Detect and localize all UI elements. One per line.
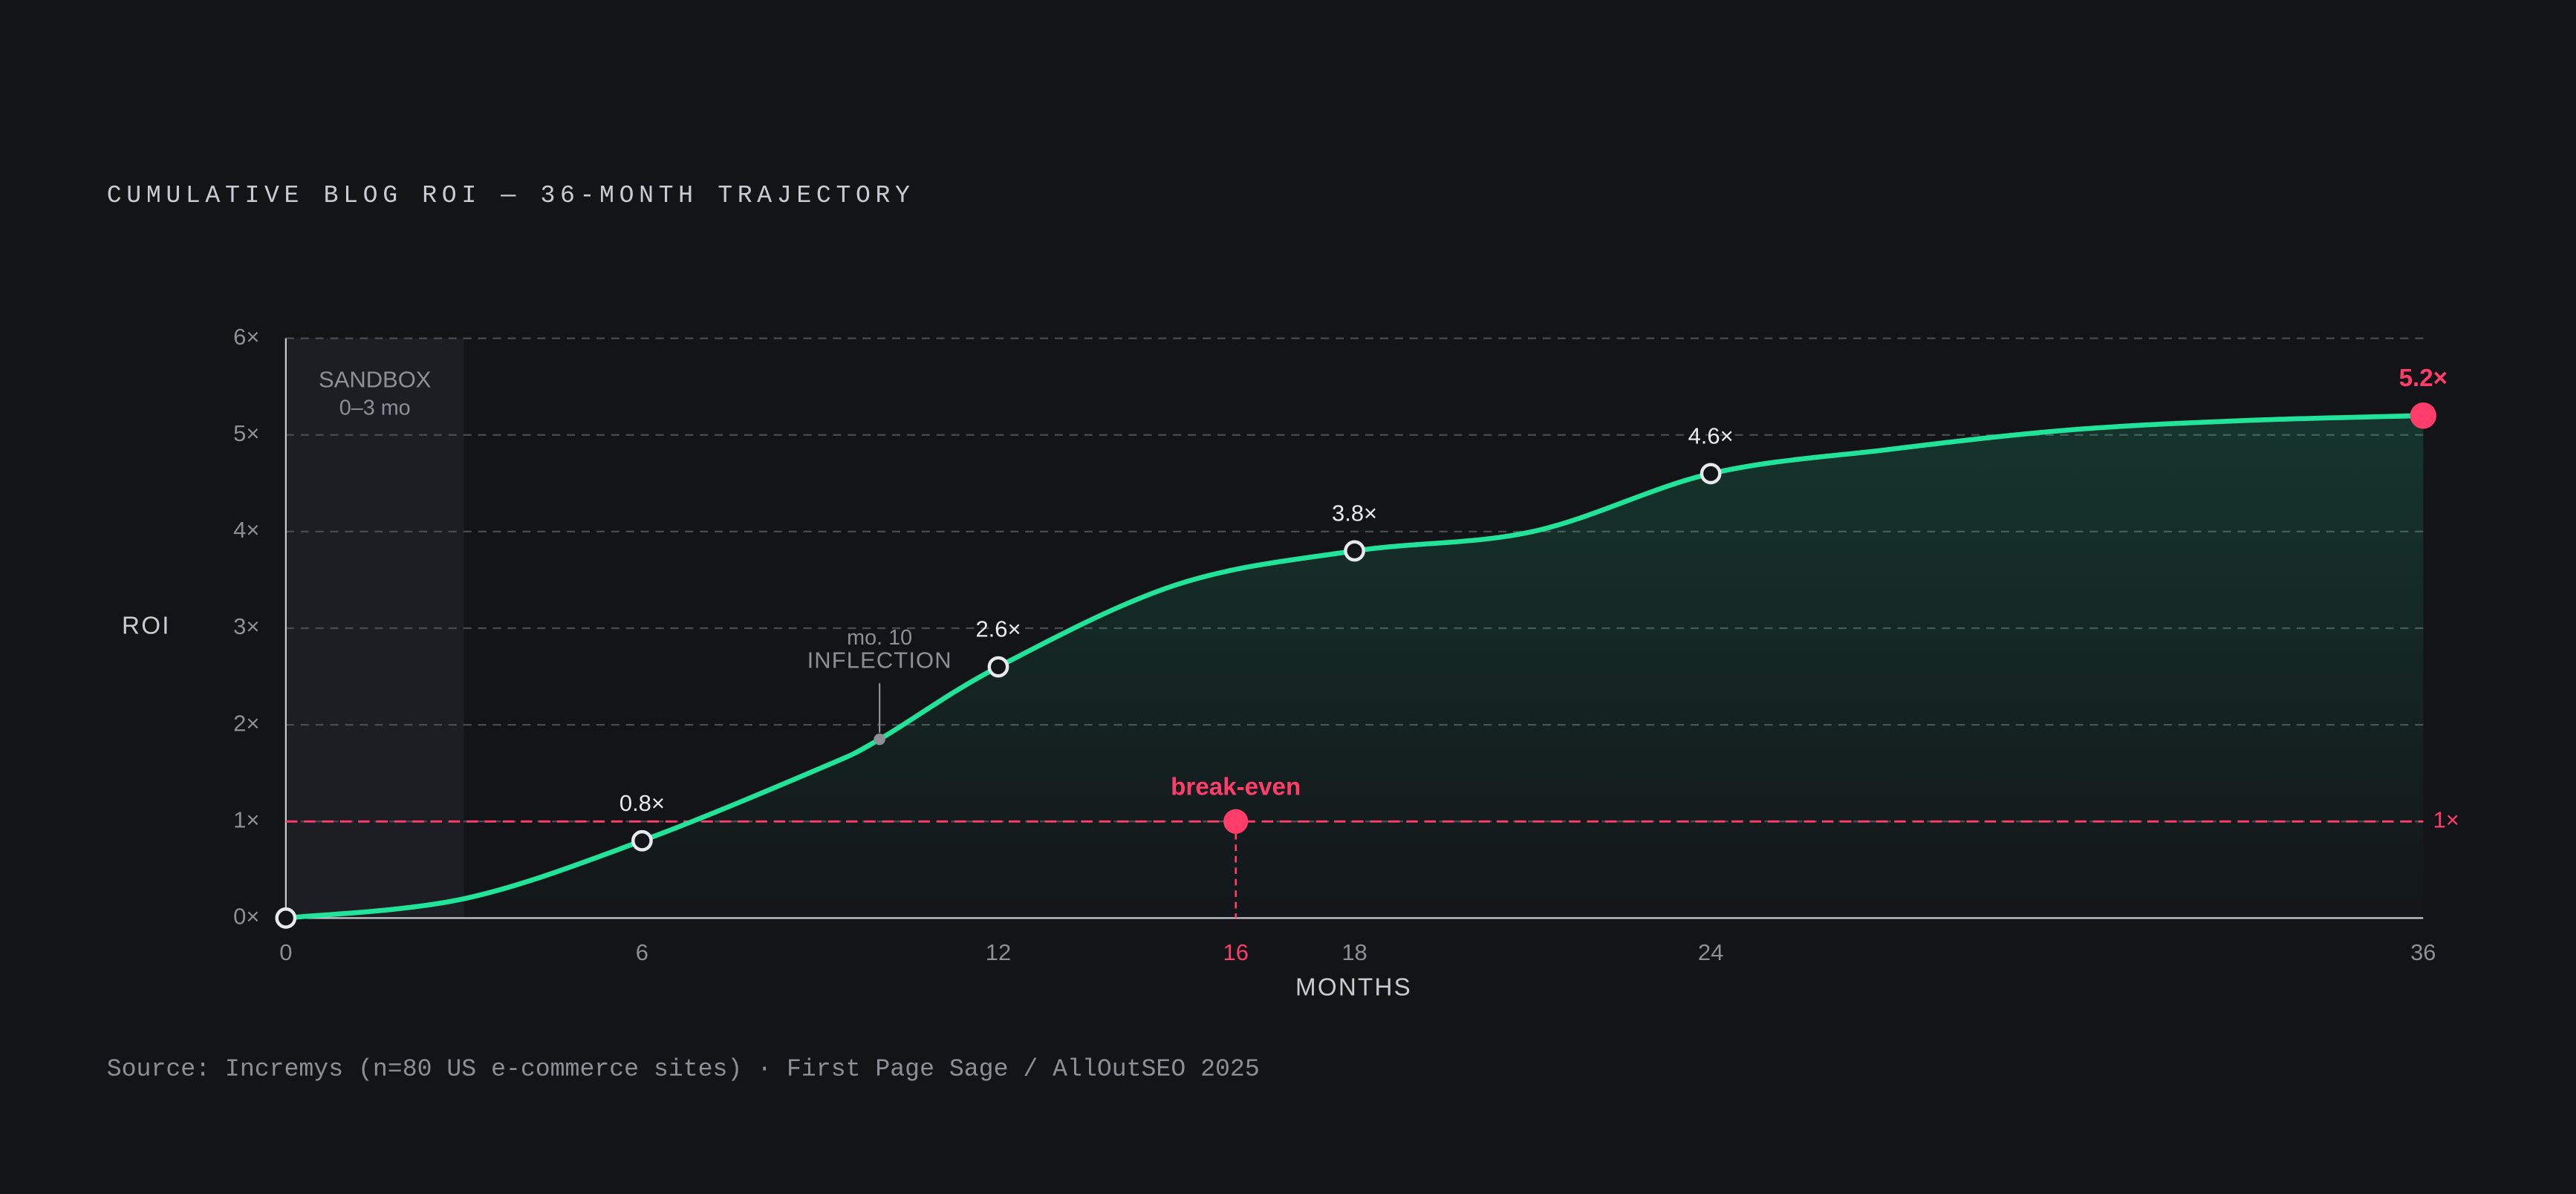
y-tick-label: 5× xyxy=(233,420,259,446)
point-label: 0.8× xyxy=(619,790,665,816)
chart-title: CUMULATIVE BLOG ROI — 36-MONTH TRAJECTOR… xyxy=(107,181,915,209)
y-tick-label: 3× xyxy=(233,613,259,639)
sandbox-sublabel: 0–3 mo xyxy=(339,396,411,420)
y-tick-label: 0× xyxy=(233,904,259,930)
point-label: 2.6× xyxy=(975,616,1021,642)
point-label: 4.6× xyxy=(1688,423,1734,448)
point-marker xyxy=(1700,463,1722,485)
y-tick-label: 6× xyxy=(233,324,259,350)
source-note: Source: Incremys (n=80 US e-commerce sit… xyxy=(107,1055,1260,1083)
area-fill xyxy=(285,415,2424,919)
y-tick-label: 1× xyxy=(233,806,259,832)
x-axis-label: MONTHS xyxy=(1295,973,1412,1001)
y-tick-label: 4× xyxy=(233,517,259,543)
point-label: 3.8× xyxy=(1332,500,1377,526)
sandbox-label: SANDBOX xyxy=(319,366,431,392)
point-label: 5.2× xyxy=(2399,365,2447,392)
x-tick-label: 16 xyxy=(1223,939,1248,965)
x-tick-label: 36 xyxy=(2410,939,2436,965)
x-tick-label: 6 xyxy=(636,939,648,965)
inflection-sublabel: mo. 10 xyxy=(847,626,912,650)
x-tick-label: 12 xyxy=(986,939,1011,965)
point-marker xyxy=(2410,402,2437,429)
break-even-axis-label: 1× xyxy=(2433,806,2459,832)
roi-line xyxy=(285,413,2424,921)
y-axis-label: ROI xyxy=(122,613,171,640)
point-marker xyxy=(631,829,653,852)
inflection-marker xyxy=(874,733,885,746)
x-tick-label: 24 xyxy=(1698,939,1723,965)
point-marker xyxy=(987,656,1009,678)
x-tick-label: 0 xyxy=(279,939,292,965)
inflection-label: INFLECTION xyxy=(807,647,952,673)
y-tick-label: 2× xyxy=(233,710,259,736)
break-even-marker xyxy=(1223,809,1249,834)
point-marker xyxy=(1344,540,1365,562)
point-marker xyxy=(275,907,297,929)
break-even-label: break-even xyxy=(1171,773,1301,800)
x-tick-label: 18 xyxy=(1341,939,1367,965)
